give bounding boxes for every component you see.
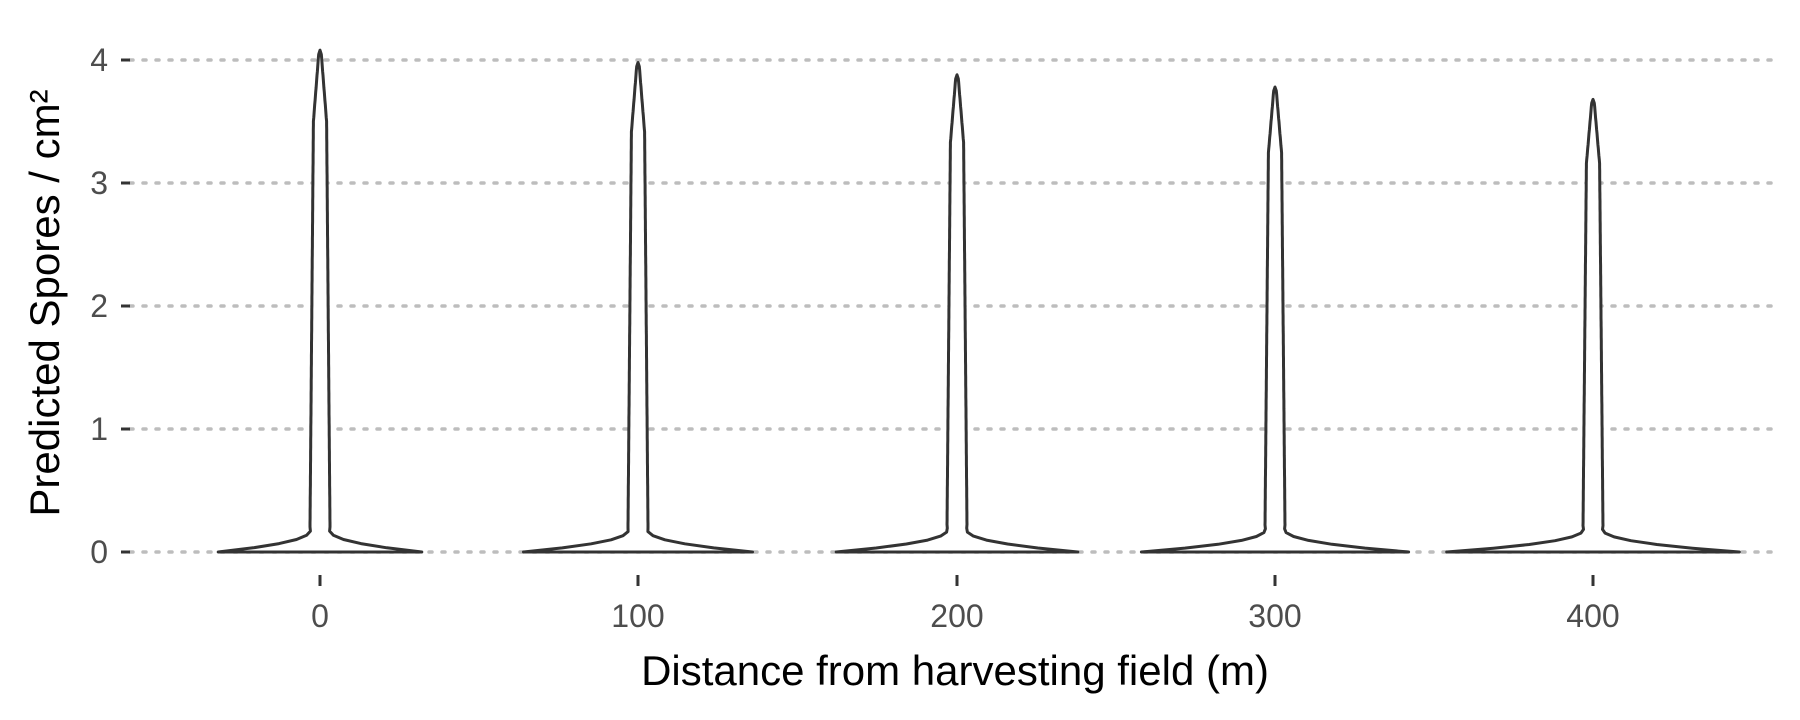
violins bbox=[216, 48, 1741, 554]
x-tick-label: 400 bbox=[1566, 598, 1619, 634]
x-tick-label: 200 bbox=[930, 598, 983, 634]
x-tick-label: 100 bbox=[611, 598, 664, 634]
y-tick-label: 2 bbox=[90, 288, 108, 324]
x-tick-label: 300 bbox=[1248, 598, 1301, 634]
violin-0 bbox=[216, 48, 424, 554]
violin-300 bbox=[1139, 85, 1411, 554]
x-axis-title: Distance from harvesting field (m) bbox=[641, 647, 1269, 694]
x-tick-label: 0 bbox=[311, 598, 329, 634]
violin-400 bbox=[1445, 97, 1741, 554]
y-tick-label: 4 bbox=[90, 42, 108, 78]
violin-100 bbox=[522, 61, 754, 554]
y-axis: 0 1 2 3 4 bbox=[90, 42, 130, 570]
y-tick-label: 3 bbox=[90, 165, 108, 201]
y-tick-label: 0 bbox=[90, 534, 108, 570]
violin-200 bbox=[834, 73, 1080, 554]
y-tick-label: 1 bbox=[90, 411, 108, 447]
y-axis-title: Predicted Spores / cm² bbox=[21, 89, 68, 516]
x-axis: 0 100 200 300 400 bbox=[311, 575, 1620, 634]
